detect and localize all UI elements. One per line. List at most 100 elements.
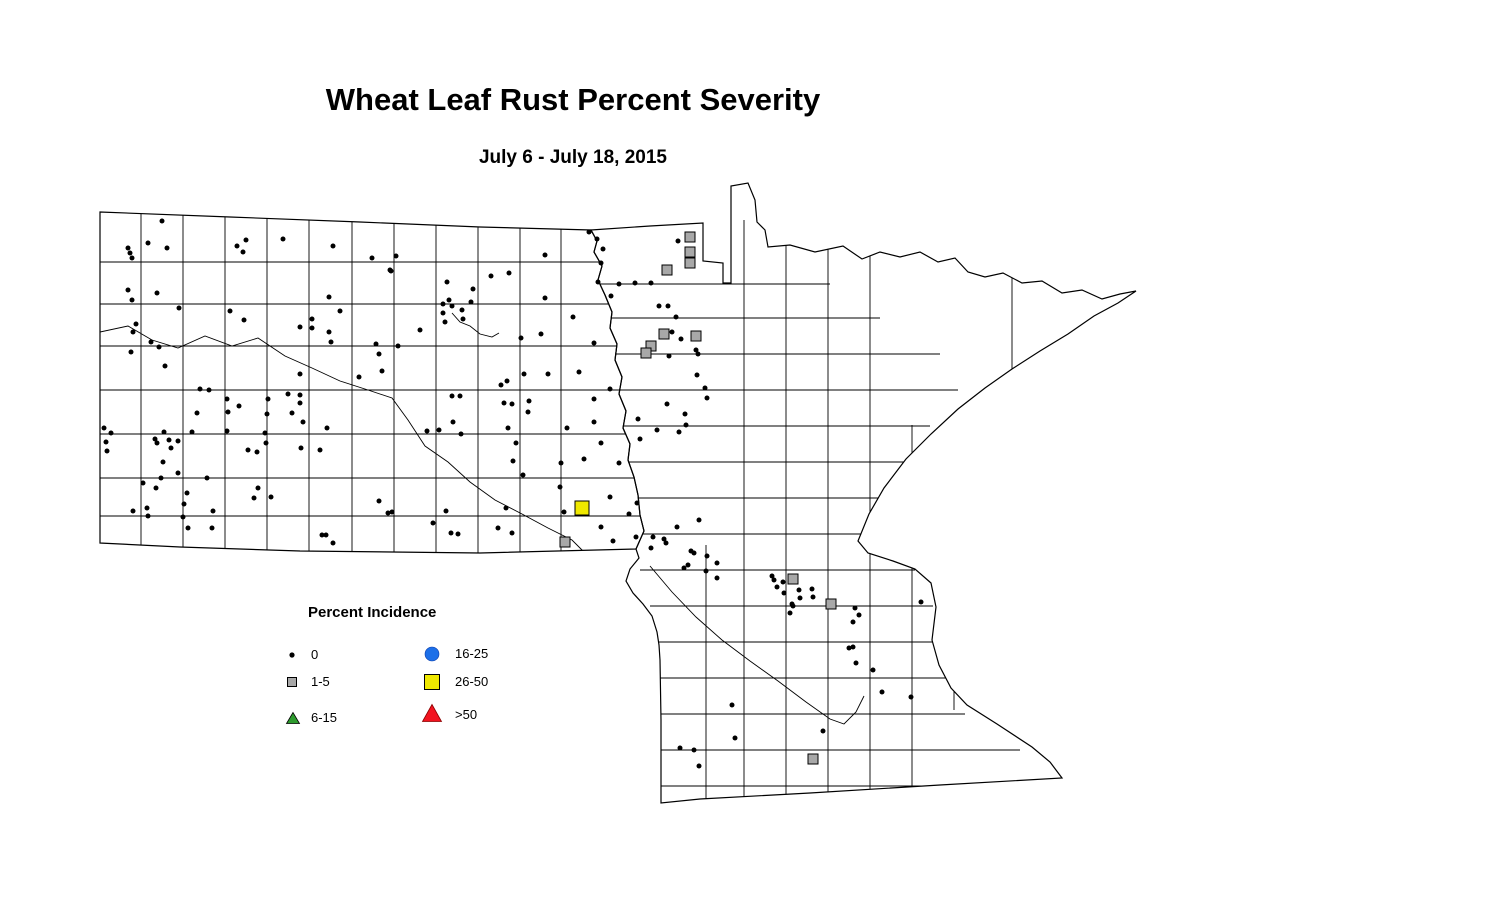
map-point-0 [586, 229, 592, 235]
map-point-0 [675, 238, 681, 244]
map-point-0 [595, 279, 601, 285]
map-point-0 [243, 237, 249, 243]
map-point-0 [790, 603, 796, 609]
map-point-0 [194, 410, 200, 416]
map-point-0 [663, 540, 669, 546]
map-point-0 [810, 594, 816, 600]
minnesota-river [649, 565, 865, 725]
map-point-0 [581, 456, 587, 462]
legend-label-16-25: 16-25 [455, 646, 489, 661]
map-point-0 [780, 579, 786, 585]
map-point-0 [449, 303, 455, 309]
map-point-0 [669, 329, 675, 335]
map-point-0 [561, 509, 567, 515]
legend-label-1-5: 1-5 [311, 674, 330, 689]
map-point-0 [558, 460, 564, 466]
map-point-0 [175, 438, 181, 444]
map-point-1-5 [825, 598, 837, 610]
map-point-0 [879, 689, 885, 695]
minnesota-county-lines [592, 220, 1058, 803]
map-point-0 [162, 363, 168, 369]
map-point-1-5 [684, 257, 696, 269]
map-point-0 [264, 411, 270, 417]
map-point-0 [570, 314, 576, 320]
map-point-0 [598, 440, 604, 446]
map-point-0 [225, 409, 231, 415]
map-point-0 [108, 430, 114, 436]
map-point-0 [677, 745, 683, 751]
legend-red-triangle-icon [421, 703, 443, 722]
map-point-0 [520, 472, 526, 478]
map-point-0 [263, 440, 269, 446]
map-point-0 [450, 419, 456, 425]
map-point-0 [509, 401, 515, 407]
map-point-0 [470, 286, 476, 292]
map-point-0 [144, 505, 150, 511]
map-point-0 [495, 525, 501, 531]
map-point-0 [661, 536, 667, 542]
map-point-0 [297, 324, 303, 330]
map-point-0 [729, 702, 735, 708]
map-point-0 [557, 484, 563, 490]
map-point-0 [129, 297, 135, 303]
map-point-0 [154, 440, 160, 446]
map-point-0 [632, 280, 638, 286]
map-point-0 [180, 514, 186, 520]
map-point-0 [525, 409, 531, 415]
map-point-0 [227, 308, 233, 314]
map-point-0 [856, 612, 862, 618]
map-point-0 [732, 735, 738, 741]
legend-label-0: 0 [311, 647, 319, 662]
map-point-0 [224, 396, 230, 402]
map-point-0 [442, 319, 448, 325]
map-point-0 [326, 294, 332, 300]
map-point-0 [159, 218, 165, 224]
map-point-0 [607, 386, 613, 392]
map-point-0 [455, 531, 461, 537]
map-point-0 [648, 280, 654, 286]
map-point-0 [509, 530, 515, 536]
map-point-0 [444, 279, 450, 285]
map-point-0 [703, 568, 709, 574]
map-point-0 [319, 532, 325, 538]
map-point-0 [255, 485, 261, 491]
map-point-0 [704, 395, 710, 401]
map-point-0 [616, 460, 622, 466]
map-point-0 [488, 273, 494, 279]
map-point-1-5 [684, 246, 696, 258]
map-point-0 [104, 448, 110, 454]
map-point-0 [626, 511, 632, 517]
survey-points-layer [101, 218, 924, 769]
map-point-0 [133, 321, 139, 327]
map-point-0 [168, 445, 174, 451]
map-point-0 [510, 458, 516, 464]
map-point-0 [542, 252, 548, 258]
map-point-0 [440, 301, 446, 307]
map-point-1-5 [658, 328, 670, 340]
map-point-0 [457, 393, 463, 399]
map-point-0 [797, 595, 803, 601]
map-point-0 [594, 236, 600, 242]
map-point-0 [164, 245, 170, 251]
map-point-0 [298, 445, 304, 451]
legend-title: Percent Incidence [308, 604, 437, 621]
map-point-0 [774, 584, 780, 590]
map-point-0 [702, 385, 708, 391]
map-point-0 [691, 747, 697, 753]
map-point-0 [389, 509, 395, 515]
map-point-0 [714, 560, 720, 566]
legend-green-triangle-icon [285, 711, 301, 724]
map-point-0 [598, 524, 604, 530]
legend-blue-circle-icon [424, 646, 440, 662]
map-point-26-50 [574, 500, 590, 516]
map-point-0 [158, 475, 164, 481]
map-point-0 [101, 425, 107, 431]
map-point-0 [379, 368, 385, 374]
map-point-0 [161, 429, 167, 435]
legend-label-6-15: 6-15 [311, 710, 338, 725]
map-point-0 [501, 400, 507, 406]
map-point-0 [683, 422, 689, 428]
map-point-0 [443, 508, 449, 514]
map-point-0 [309, 325, 315, 331]
